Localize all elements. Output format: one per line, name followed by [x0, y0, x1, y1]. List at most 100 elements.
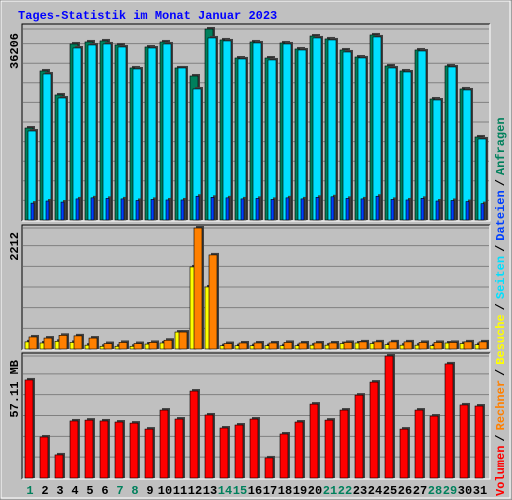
bar [174, 418, 184, 479]
bar [339, 409, 349, 479]
bar [264, 457, 274, 479]
bar [193, 227, 203, 350]
bar-shadow [438, 199, 441, 220]
bar [372, 36, 382, 221]
x-tick-label: 14 [218, 484, 232, 498]
bar [480, 203, 485, 221]
bar [240, 198, 245, 221]
bar [327, 39, 337, 221]
bar-shadow [198, 194, 201, 220]
bar [279, 433, 289, 479]
bar [24, 379, 34, 479]
bar [120, 198, 125, 221]
bar [177, 67, 187, 221]
bar [465, 201, 470, 221]
bar-shadow [468, 199, 471, 220]
x-tick-label: 19 [293, 484, 307, 498]
bar [252, 42, 262, 221]
bar [132, 68, 142, 221]
bar-shadow [183, 197, 186, 220]
bar-shadow [228, 195, 231, 220]
bar [345, 198, 350, 221]
bar-shadow [393, 197, 396, 220]
bar-shadow [258, 196, 261, 220]
bar [204, 414, 214, 479]
bar [387, 67, 397, 221]
bar [135, 200, 140, 221]
bar [354, 394, 364, 479]
bar-shadow [273, 197, 276, 220]
bar [283, 342, 293, 350]
bar [144, 428, 154, 479]
bar [414, 409, 424, 479]
bar [447, 66, 457, 221]
bar [150, 199, 155, 221]
bar-shadow [423, 196, 426, 220]
bar [222, 40, 232, 221]
x-tick-label: 28 [428, 484, 442, 498]
legend-entry: Besuche [494, 314, 508, 364]
bar-shadow [333, 194, 336, 220]
bar [433, 342, 443, 350]
bar [180, 199, 185, 221]
x-tick-label: 1 [26, 484, 33, 498]
bar-shadow [63, 200, 66, 220]
legend: Volumen / Rechner / Besuche / Seiten / Dateien / A… [494, 117, 508, 496]
bar [450, 200, 455, 221]
bar [219, 427, 229, 479]
panel-border [22, 225, 491, 351]
bar [189, 390, 199, 479]
bar [315, 197, 320, 221]
bar [300, 198, 305, 221]
bar [298, 342, 308, 350]
bar [309, 403, 319, 479]
bar [234, 424, 244, 479]
bar-shadow [138, 198, 141, 220]
bar [103, 343, 113, 350]
x-tick-label: 2 [41, 484, 48, 498]
bar [478, 341, 488, 350]
bar-shadow [168, 197, 171, 220]
x-tick-label: 6 [101, 484, 108, 498]
bar-shadow [303, 196, 306, 220]
bar [54, 454, 64, 479]
bar-shadow [243, 196, 246, 220]
x-tick-label: 23 [353, 484, 367, 498]
bar [384, 355, 394, 479]
bar [159, 409, 169, 479]
bar [342, 51, 352, 221]
bar [402, 71, 412, 221]
x-tick-label: 16 [248, 484, 262, 498]
x-tick-label: 27 [413, 484, 427, 498]
bar [282, 43, 292, 221]
bar [28, 336, 38, 350]
bar [474, 405, 484, 479]
bar [297, 49, 307, 221]
x-tick-label: 17 [263, 484, 277, 498]
bar [223, 343, 233, 350]
bar [313, 342, 323, 350]
bar [133, 343, 143, 350]
x-tick-label: 13 [203, 484, 217, 498]
bar-shadow [318, 195, 321, 220]
bar [343, 342, 353, 350]
legend-separator: / [494, 303, 508, 310]
bar [39, 436, 49, 479]
bar [72, 47, 82, 221]
bar [43, 337, 53, 350]
bar-shadow [363, 196, 366, 220]
bar [463, 341, 473, 350]
bar [403, 341, 413, 350]
chart-title: Tages-Statistik im Monat Januar 2023 [18, 9, 277, 23]
bar [268, 342, 278, 350]
bar [90, 197, 95, 221]
bar [105, 198, 110, 221]
bar [58, 335, 68, 350]
bar [163, 339, 173, 350]
legend-separator: / [494, 179, 508, 186]
bar-shadow [78, 196, 81, 220]
bar [270, 199, 275, 221]
bar [210, 197, 215, 221]
bar-shadow [33, 201, 36, 220]
bar [84, 419, 94, 479]
